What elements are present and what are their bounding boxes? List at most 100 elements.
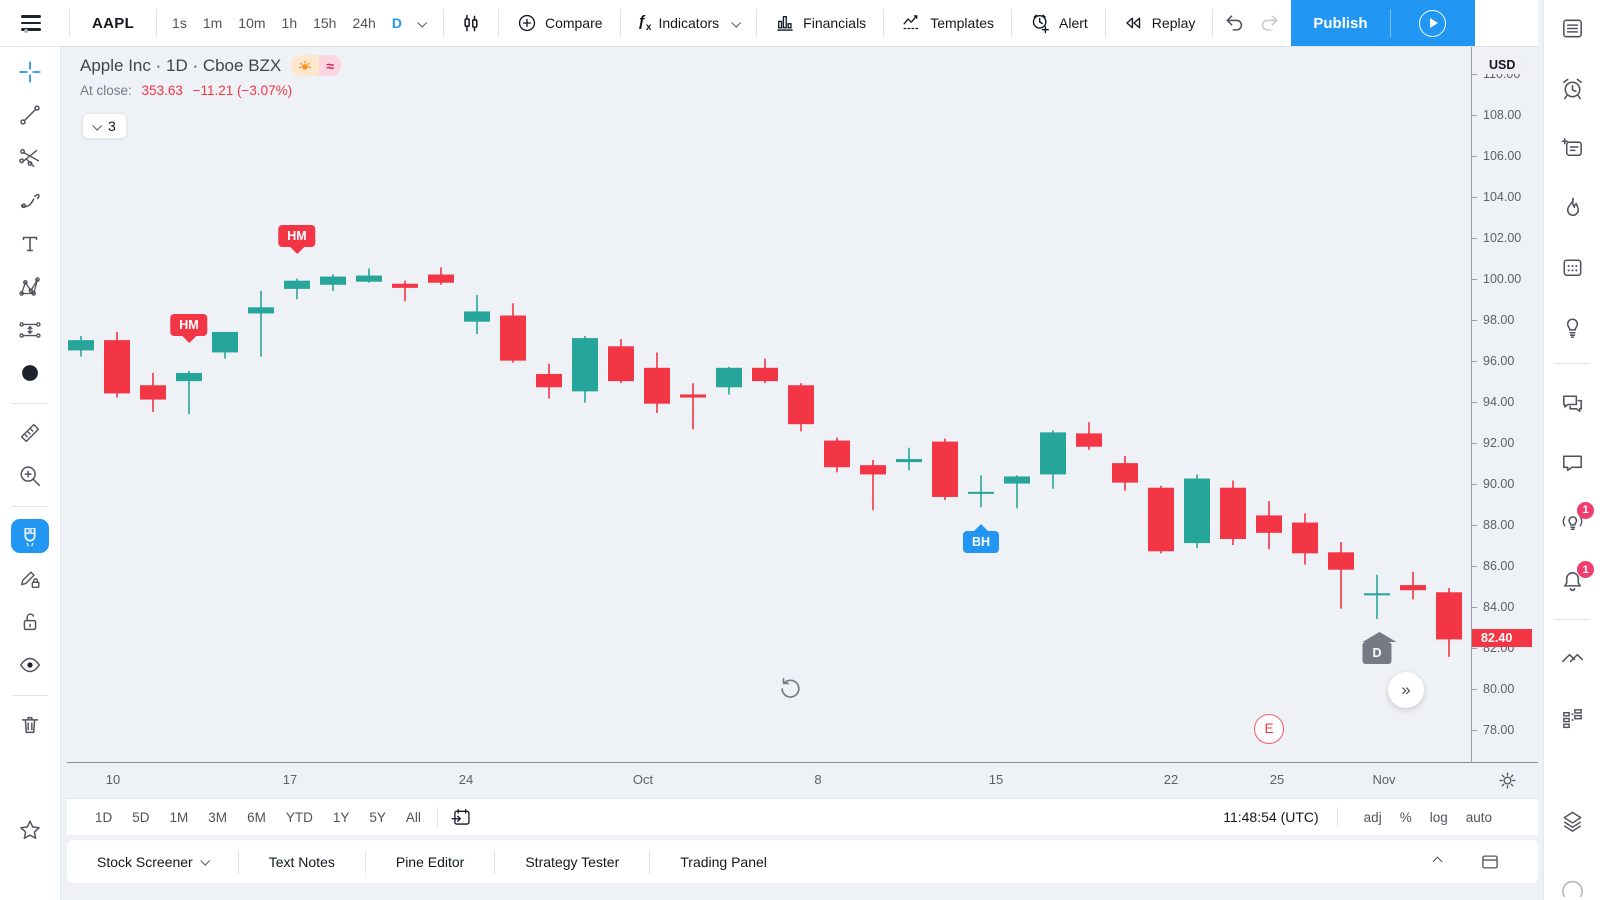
range-1m[interactable]: 1M <box>169 809 189 825</box>
text-icon[interactable] <box>11 227 49 261</box>
brush-icon[interactable] <box>11 184 49 218</box>
toggle-percent[interactable]: % <box>1399 809 1412 825</box>
alert-button[interactable]: Alert <box>1020 6 1097 41</box>
tab-trading-panel[interactable]: Trading Panel <box>680 853 767 870</box>
timeframe-d[interactable]: D <box>391 15 402 31</box>
symbol-button[interactable]: AAPL <box>92 14 135 32</box>
top-toolbar: AAPL 1s 1m 10m 1h 15h 24h D Compare ƒx Indicat… <box>0 0 1538 47</box>
timeframe-list: 1s 1m 10m 1h 15h 24h D <box>165 10 409 36</box>
range-all[interactable]: All <box>405 809 421 825</box>
price-tick: 90.00 <box>1472 476 1538 493</box>
publish-button[interactable]: Publish <box>1313 14 1368 32</box>
clock-utc[interactable]: 11:48:54 (UTC) <box>1223 809 1319 825</box>
xabcd-pattern-icon[interactable] <box>11 270 49 304</box>
tab-strategy-tester[interactable]: Strategy Tester <box>495 849 651 874</box>
trash-icon[interactable] <box>11 708 49 742</box>
range-1y[interactable]: 1Y <box>332 809 350 825</box>
window-panel-icon[interactable] <box>1476 849 1504 875</box>
toggle-log[interactable]: log <box>1429 809 1448 825</box>
timeframe-1m[interactable]: 1m <box>202 15 223 31</box>
zoom-in-icon[interactable] <box>11 459 49 493</box>
lock-icon[interactable] <box>11 605 49 639</box>
price-tick: 96.00 <box>1472 353 1538 370</box>
layers-icon[interactable] <box>1553 805 1591 839</box>
alerts-clock-icon[interactable] <box>1553 72 1591 106</box>
range-1d[interactable]: 1D <box>95 809 113 825</box>
bottom-tabs-bar: Stock Screener Text Notes Pine Editor Strat… <box>67 840 1538 883</box>
star-icon[interactable] <box>11 813 49 847</box>
scroll-right-button[interactable]: » <box>1388 672 1424 708</box>
redo-icon[interactable] <box>1257 11 1281 35</box>
chart-bottom-toolbar: 1D 5D 1M 3M 6M YTD 1Y 5Y All 11:48:54 (UTC) adj%… <box>67 798 1538 835</box>
range-6m[interactable]: 6M <box>247 809 266 825</box>
indicators-button[interactable]: ƒx Indicators <box>629 7 749 39</box>
range-3m[interactable]: 3M <box>208 809 228 825</box>
templates-button[interactable]: Templates <box>892 6 1003 40</box>
publish-play-button[interactable] <box>1391 0 1475 46</box>
eye-icon[interactable] <box>11 648 49 682</box>
marker-hm[interactable]: HM <box>170 314 208 337</box>
ruler-icon[interactable] <box>11 416 49 450</box>
right-sidebar: 1 1 <box>1543 0 1600 900</box>
currency-badge[interactable]: USD <box>1481 56 1524 74</box>
marker-e[interactable]: E <box>1254 713 1284 744</box>
filled-circle-icon[interactable] <box>11 356 49 390</box>
crosshair-icon[interactable] <box>11 55 49 89</box>
gear-icon[interactable] <box>1497 770 1518 794</box>
streams-bulb-icon[interactable]: 1 <box>1553 501 1594 540</box>
draw-lock-icon[interactable] <box>11 562 49 596</box>
tab-pine-editor[interactable]: Pine Editor <box>366 849 496 874</box>
time-axis[interactable]: 10 17 24 Oct 8 15 22 25 Nov <box>67 762 1538 798</box>
time-tick-24: 24 <box>458 772 474 787</box>
range-ytd[interactable]: YTD <box>285 809 313 825</box>
market-status-pill[interactable]: ≈ <box>291 55 341 76</box>
candlestick-style-icon[interactable] <box>452 4 490 42</box>
price-tick: 78.00 <box>1472 722 1538 739</box>
collapse-panel-icon[interactable] <box>1424 849 1450 875</box>
tab-text-notes[interactable]: Text Notes <box>239 849 366 874</box>
marker-hm[interactable]: HM <box>278 225 316 248</box>
chart-plot[interactable]: Apple Inc · 1D · Cboe BZX ≈ At close: 35… <box>67 47 1471 762</box>
timeframe-1s[interactable]: 1s <box>172 15 187 31</box>
undo-icon[interactable] <box>1223 11 1247 35</box>
timeframe-1h[interactable]: 1h <box>281 15 298 31</box>
compare-button[interactable]: Compare <box>507 6 612 40</box>
replay-button[interactable]: Replay <box>1114 6 1205 40</box>
hotlist-flame-icon[interactable] <box>1553 191 1591 225</box>
reset-chart-button[interactable] <box>777 676 803 707</box>
indicators-collapsed-button[interactable]: 3 <box>82 113 127 139</box>
dom-icon[interactable] <box>1553 642 1591 676</box>
marker-bh[interactable]: BH <box>962 530 1000 553</box>
notes-icon[interactable] <box>1553 131 1591 165</box>
timeframe-24h[interactable]: 24h <box>352 15 376 31</box>
notifications-bell-icon[interactable]: 1 <box>1553 561 1594 599</box>
toggle-adj[interactable]: adj <box>1363 809 1382 825</box>
toggle-auto[interactable]: auto <box>1465 809 1492 825</box>
price-axis[interactable]: USD 82.40 110.00108.00106.00104.00102.00… <box>1471 47 1538 762</box>
candlestick-chart[interactable] <box>67 47 1471 762</box>
timeframe-15h[interactable]: 15h <box>313 15 337 31</box>
range-5d[interactable]: 5D <box>132 809 150 825</box>
gann-fib-icon[interactable] <box>11 141 49 175</box>
private-chat-icon[interactable] <box>1553 446 1591 480</box>
trendline-icon[interactable] <box>11 98 49 132</box>
marker-d[interactable]: D <box>1362 632 1397 665</box>
price-tick: 102.00 <box>1472 230 1538 247</box>
ideas-bulb-icon[interactable] <box>1553 310 1591 344</box>
range-5y[interactable]: 5Y <box>369 809 386 825</box>
help-icon[interactable] <box>1553 866 1591 900</box>
chevron-down-icon[interactable] <box>409 4 435 42</box>
magnet-icon[interactable] <box>11 519 49 553</box>
legend-title-row[interactable]: Apple Inc · 1D · Cboe BZX ≈ <box>80 55 341 76</box>
tab-stock-screener[interactable]: Stock Screener <box>67 849 239 874</box>
menu-icon[interactable] <box>15 9 47 37</box>
go-to-date-icon[interactable] <box>446 802 478 832</box>
public-chats-icon[interactable] <box>1553 386 1591 420</box>
position-tool-icon[interactable] <box>11 313 49 347</box>
financials-button[interactable]: Financials <box>765 6 875 40</box>
watchlist-icon[interactable] <box>1553 12 1591 46</box>
calendar-icon[interactable] <box>1553 250 1591 284</box>
timeframe-10m[interactable]: 10m <box>238 15 266 31</box>
notifications-badge: 1 <box>1577 561 1594 579</box>
object-tree-icon[interactable] <box>1553 701 1591 735</box>
